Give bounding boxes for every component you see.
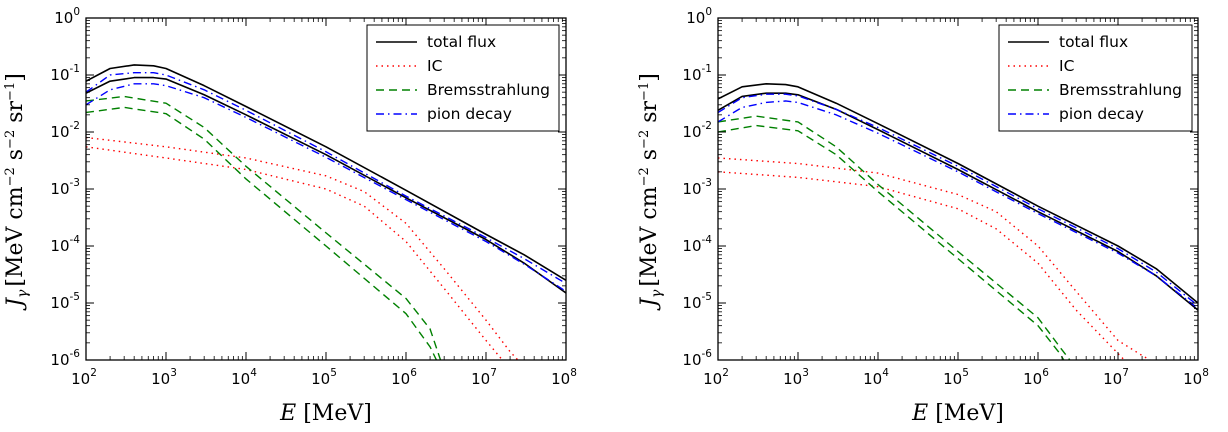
series-line-ic <box>718 171 1125 360</box>
series-line-total-flux <box>86 76 566 294</box>
y-tick-label: 10-3 <box>50 177 80 198</box>
series-group <box>718 83 1198 360</box>
series-line-ic <box>86 136 519 360</box>
legend-label: total flux <box>1059 33 1128 51</box>
x-tick-label: 106 <box>391 367 417 388</box>
chart-panel-1: 102 103 104 105 106 107 108 10-6 10-5 10-4 10-3 10-… <box>3 6 577 426</box>
y-tick-label: 10-2 <box>50 120 80 141</box>
legend-label: Bremsstrahlung <box>427 81 550 99</box>
series-line-total-flux <box>718 83 1198 304</box>
series-line-bremsstrahlung <box>86 95 442 360</box>
series-line-ic <box>718 157 1151 360</box>
series-line-pion-decay <box>718 93 1198 307</box>
y-tick-label: 10-3 <box>682 177 712 198</box>
series-line-bremsstrahlung <box>86 106 438 360</box>
legend-label: pion decay <box>1059 105 1144 123</box>
series-line-total-flux <box>86 64 566 282</box>
x-tick-label: 107 <box>471 367 497 388</box>
x-tick-label: 103 <box>151 367 177 388</box>
legend: total flux IC Bremsstrahlung pion decay <box>366 24 560 132</box>
y-tick-label: 100 <box>686 6 712 27</box>
x-tick-label: 102 <box>703 367 729 388</box>
series-line-bremsstrahlung <box>718 115 1071 360</box>
series-line-total-flux <box>718 92 1198 311</box>
y-tick-label: 10-1 <box>682 63 712 84</box>
y-tick-label: 10-5 <box>50 291 80 312</box>
x-tick-label: 108 <box>551 367 577 388</box>
x-tick-label: 105 <box>311 367 337 388</box>
y-tick-label: 10-6 <box>682 348 712 369</box>
x-tick-label: 106 <box>1023 367 1049 388</box>
y-tick-label: 10-5 <box>682 291 712 312</box>
legend-label: IC <box>1059 57 1074 75</box>
series-line-bremsstrahlung <box>718 124 1065 360</box>
legend-label: total flux <box>427 33 496 51</box>
legend-label: Bremsstrahlung <box>1059 81 1182 99</box>
x-tick-label: 103 <box>783 367 809 388</box>
y-tick-label: 10-4 <box>682 234 712 255</box>
x-tick-label: 108 <box>1183 367 1209 388</box>
x-tick-label: 105 <box>943 367 969 388</box>
series-line-ic <box>86 146 503 360</box>
x-tick-label: 104 <box>863 367 889 388</box>
x-axis-label: E [MeV] <box>911 401 1004 426</box>
legend-label: IC <box>427 57 442 75</box>
y-axis-label: Jγ[MeV cm−2 s−2 sr−1] <box>3 73 31 311</box>
legend-label: pion decay <box>427 105 512 123</box>
series-group <box>86 64 566 360</box>
y-tick-label: 100 <box>54 6 80 27</box>
y-tick-label: 10-6 <box>50 348 80 369</box>
chart-panel-2: 102 103 104 105 106 107 108 10-6 10-5 10-4 10-3 10-… <box>637 6 1209 426</box>
legend: total flux IC Bremsstrahlung pion decay <box>998 24 1193 132</box>
x-tick-label: 104 <box>231 367 257 388</box>
x-axis-label: E [MeV] <box>279 401 372 426</box>
y-tick-label: 10-1 <box>50 63 80 84</box>
y-tick-label: 10-2 <box>682 120 712 141</box>
series-line-pion-decay <box>718 100 1198 310</box>
y-tick-label: 10-4 <box>50 234 80 255</box>
y-axis-label: Jγ[MeV cm−2 s−2 sr−1] <box>637 73 665 311</box>
x-tick-label: 107 <box>1103 367 1129 388</box>
x-tick-label: 102 <box>71 367 97 388</box>
